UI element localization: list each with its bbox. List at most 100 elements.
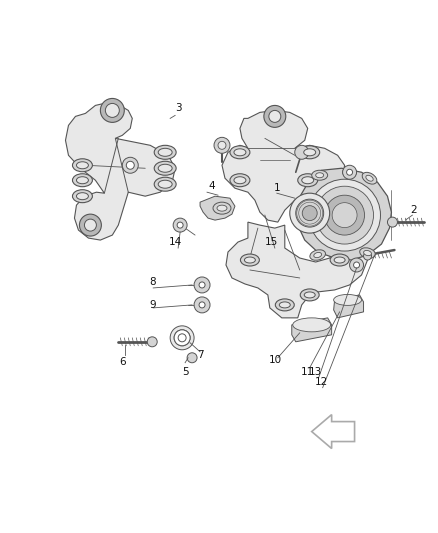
Ellipse shape	[300, 289, 319, 301]
Ellipse shape	[244, 257, 255, 263]
Polygon shape	[66, 102, 175, 240]
Ellipse shape	[360, 248, 375, 259]
Ellipse shape	[234, 177, 246, 184]
Circle shape	[199, 302, 205, 308]
Polygon shape	[222, 110, 345, 222]
Ellipse shape	[158, 148, 172, 156]
Text: 11: 11	[301, 367, 314, 377]
Text: 10: 10	[269, 355, 283, 365]
Ellipse shape	[72, 159, 92, 172]
Text: 14: 14	[169, 237, 182, 247]
Ellipse shape	[293, 318, 331, 332]
Ellipse shape	[343, 167, 357, 177]
Circle shape	[173, 218, 187, 232]
Circle shape	[187, 353, 197, 363]
Ellipse shape	[240, 254, 259, 266]
Ellipse shape	[300, 146, 320, 159]
Ellipse shape	[77, 193, 88, 200]
Text: 8: 8	[149, 277, 155, 287]
Text: 5: 5	[182, 367, 188, 377]
Ellipse shape	[154, 161, 176, 175]
Circle shape	[343, 165, 357, 179]
Text: 13: 13	[309, 367, 322, 377]
Circle shape	[295, 146, 309, 159]
Polygon shape	[200, 196, 235, 220]
Circle shape	[100, 99, 124, 123]
Ellipse shape	[77, 177, 88, 184]
Ellipse shape	[302, 177, 314, 184]
Circle shape	[353, 262, 360, 268]
Text: 7: 7	[197, 350, 203, 360]
Ellipse shape	[310, 250, 325, 260]
Ellipse shape	[366, 175, 373, 181]
Ellipse shape	[279, 302, 290, 308]
Circle shape	[264, 106, 286, 127]
Ellipse shape	[158, 164, 172, 172]
Polygon shape	[334, 295, 364, 318]
Text: 6: 6	[119, 357, 126, 367]
Circle shape	[350, 258, 364, 272]
Circle shape	[126, 161, 134, 169]
Text: 2: 2	[410, 205, 417, 215]
Circle shape	[218, 141, 226, 149]
Text: 15: 15	[265, 237, 279, 247]
Circle shape	[388, 217, 397, 227]
Polygon shape	[226, 222, 367, 318]
Ellipse shape	[330, 254, 349, 266]
Ellipse shape	[304, 292, 315, 298]
Ellipse shape	[309, 179, 381, 251]
Ellipse shape	[213, 202, 231, 214]
Ellipse shape	[364, 251, 371, 256]
Circle shape	[269, 110, 281, 123]
Ellipse shape	[230, 146, 250, 159]
Circle shape	[122, 157, 138, 173]
Circle shape	[177, 222, 183, 228]
Ellipse shape	[312, 170, 328, 180]
Circle shape	[214, 138, 230, 154]
Ellipse shape	[332, 203, 357, 228]
Text: 3: 3	[175, 103, 181, 114]
Text: 4: 4	[209, 181, 215, 191]
Ellipse shape	[298, 174, 318, 187]
Ellipse shape	[230, 174, 250, 187]
Ellipse shape	[325, 195, 364, 235]
Circle shape	[178, 334, 186, 342]
Ellipse shape	[334, 294, 361, 305]
Polygon shape	[312, 415, 355, 449]
Circle shape	[174, 330, 190, 346]
Circle shape	[85, 219, 96, 231]
Ellipse shape	[158, 180, 172, 188]
Ellipse shape	[362, 172, 377, 184]
Ellipse shape	[276, 299, 294, 311]
Circle shape	[106, 103, 119, 117]
Ellipse shape	[316, 173, 324, 177]
Circle shape	[199, 282, 205, 288]
Circle shape	[194, 297, 210, 313]
Text: 9: 9	[149, 300, 155, 310]
Text: 12: 12	[315, 377, 328, 387]
Ellipse shape	[72, 174, 92, 187]
Circle shape	[364, 252, 371, 260]
Ellipse shape	[316, 186, 374, 244]
Ellipse shape	[302, 206, 317, 221]
Circle shape	[79, 214, 101, 236]
Text: 1: 1	[273, 183, 280, 193]
Ellipse shape	[72, 190, 92, 203]
Ellipse shape	[154, 177, 176, 191]
Ellipse shape	[77, 162, 88, 169]
Ellipse shape	[290, 193, 330, 233]
Circle shape	[174, 330, 190, 346]
Circle shape	[194, 277, 210, 293]
Circle shape	[147, 337, 157, 347]
Ellipse shape	[334, 257, 345, 263]
Ellipse shape	[217, 205, 227, 211]
Ellipse shape	[234, 149, 246, 156]
Ellipse shape	[154, 146, 176, 159]
Circle shape	[346, 169, 353, 175]
Ellipse shape	[304, 149, 316, 156]
Polygon shape	[292, 318, 332, 342]
Ellipse shape	[314, 253, 321, 257]
Circle shape	[170, 326, 194, 350]
Ellipse shape	[296, 199, 324, 227]
Polygon shape	[298, 168, 392, 260]
